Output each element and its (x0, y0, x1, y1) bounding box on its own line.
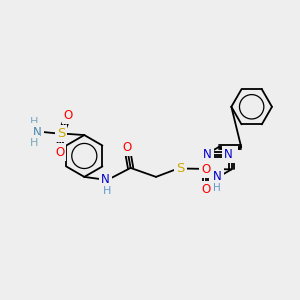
Text: N: N (203, 148, 212, 161)
Text: H: H (103, 186, 111, 196)
Text: O: O (201, 183, 211, 196)
Text: H: H (30, 117, 38, 127)
Text: O: O (122, 141, 132, 154)
Text: S: S (176, 162, 184, 175)
Text: S: S (57, 127, 65, 140)
Text: H: H (213, 183, 221, 193)
Text: O: O (201, 163, 211, 176)
Text: N: N (33, 126, 41, 139)
Text: N: N (213, 170, 222, 183)
Text: H: H (30, 137, 38, 148)
Text: N: N (224, 148, 233, 161)
Text: O: O (55, 146, 64, 159)
Text: O: O (64, 109, 73, 122)
Text: N: N (227, 148, 236, 161)
Text: N: N (101, 173, 110, 186)
